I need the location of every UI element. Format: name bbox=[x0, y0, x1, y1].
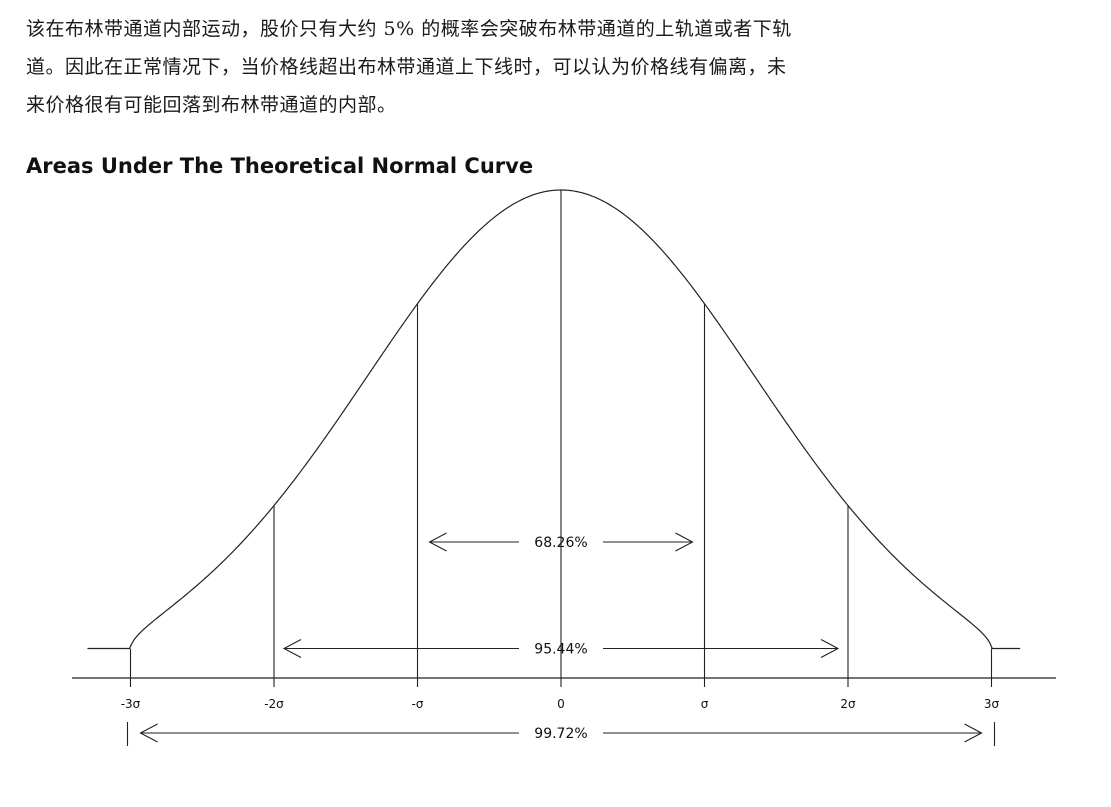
normal-curve-line bbox=[87, 189, 1021, 650]
x-tick-labels: -3σ -2σ -σ 0 σ 2σ 3σ bbox=[121, 697, 1000, 711]
text-line-1: 该在布林带通道内部运动，股价只有大约 5% 的概率会突破布林带通道的上轨道或者下… bbox=[26, 18, 792, 40]
x-tick-label-0: -3σ bbox=[121, 697, 141, 711]
sigma-verticals bbox=[129, 190, 993, 687]
text-line-2: 道。因此在正常情况下，当价格线超出布林带通道上下线时，可以认为价格线有偏离，未 bbox=[26, 56, 787, 78]
chart-title: Areas Under The Theoretical Normal Curve bbox=[26, 154, 534, 178]
x-tick-label-6: 3σ bbox=[984, 697, 1000, 711]
x-tick-label-3: 0 bbox=[557, 697, 565, 711]
arrowhead-right-2 bbox=[964, 723, 983, 743]
arrowhead-left-1 bbox=[282, 639, 302, 658]
text-line-3: 来价格很有可能回落到布林带通道的内部。 bbox=[26, 94, 397, 116]
interval-label-1: 95.44% bbox=[534, 642, 587, 658]
interval-label-2: 99.72% bbox=[534, 726, 587, 742]
arrowhead-left-2 bbox=[139, 723, 158, 743]
interval-1: 95.44% bbox=[282, 639, 840, 658]
x-tick-label-2: -σ bbox=[412, 697, 424, 711]
arrowhead-left-0 bbox=[428, 532, 447, 552]
body-text: 该在布林带通道内部运动，股价只有大约 5% 的概率会突破布林带通道的上轨道或者下… bbox=[26, 10, 1086, 124]
interval-label-0: 68.26% bbox=[534, 535, 587, 551]
interval-2: 99.72% bbox=[139, 723, 983, 743]
x-tick-label-4: σ bbox=[701, 697, 709, 711]
arrowhead-right-0 bbox=[675, 532, 694, 552]
interval-0: 68.26% bbox=[428, 532, 694, 552]
x-tick-label-1: -2σ bbox=[264, 697, 284, 711]
arrowhead-right-1 bbox=[820, 639, 840, 658]
x-tick-label-5: 2σ bbox=[840, 697, 856, 711]
interval-arrows: 68.26% 95.44% 99.72% bbox=[126, 532, 996, 746]
